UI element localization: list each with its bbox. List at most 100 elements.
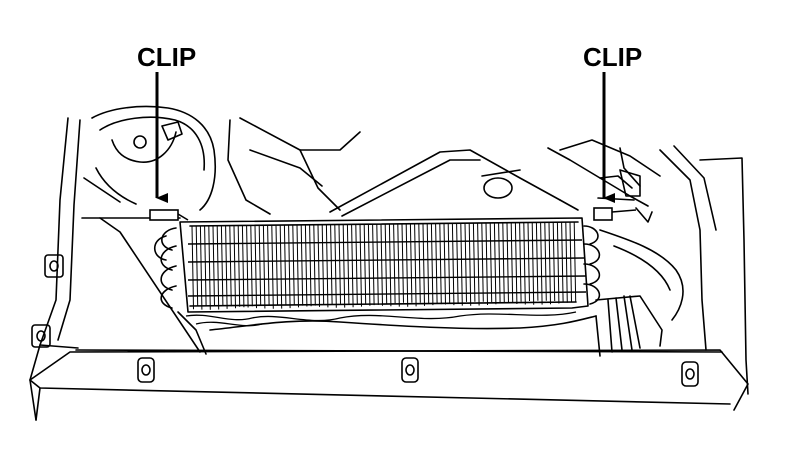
core-tube-rows — [187, 239, 587, 297]
evaporator-fin — [351, 224, 354, 308]
clip-left-part — [149, 209, 189, 221]
evaporator-fin — [451, 223, 455, 306]
evaporator-fin — [540, 222, 543, 305]
evaporator-fin — [548, 222, 551, 305]
evaporator-fin — [460, 223, 463, 306]
front-trim-panel — [29, 349, 749, 421]
right-tube-bends — [583, 225, 601, 305]
evaporator-fin — [493, 222, 497, 305]
evaporator-fin — [216, 225, 220, 310]
evaporator-fin — [388, 223, 392, 307]
evaporator-fin — [430, 223, 434, 306]
evaporator-fin — [330, 224, 333, 305]
evaporator-fin — [456, 223, 459, 303]
evaporator-fin — [510, 222, 514, 303]
evaporator-core — [179, 217, 589, 313]
evaporator-fin — [556, 222, 560, 304]
evaporator-fin — [380, 224, 383, 306]
evaporator-fin — [195, 225, 199, 307]
evaporator-fin — [325, 224, 329, 308]
evaporator-fin — [246, 225, 249, 308]
evaporator-fin — [363, 224, 367, 305]
evaporator-fin — [275, 225, 278, 305]
evaporator-fin — [397, 223, 400, 307]
evaporator-fin — [489, 222, 493, 303]
evaporator-fin — [300, 224, 304, 306]
evaporator-fin — [535, 222, 539, 301]
clip-label-left: CLIP — [137, 42, 197, 72]
evaporator-fin — [447, 223, 451, 304]
evaporator-fin — [569, 222, 572, 303]
evaporator-fin — [573, 222, 577, 302]
evaporator-fin — [321, 224, 325, 305]
evaporator-fin — [414, 223, 417, 307]
evaporator-fin — [544, 222, 547, 301]
evaporator-fin — [485, 222, 488, 306]
evaporator-fin — [338, 224, 341, 304]
evaporator-fin — [477, 223, 480, 306]
evaporator-fin — [359, 224, 362, 307]
evaporator-fin — [204, 225, 207, 306]
evaporator-fin — [225, 225, 228, 309]
evaporator-fin — [346, 224, 350, 304]
evaporator-fin — [401, 223, 404, 303]
evaporator-fin — [405, 223, 409, 307]
evaporator-fin — [506, 222, 509, 304]
evaporator-fin — [409, 223, 413, 303]
evaporator-fin — [296, 224, 299, 308]
blower-housing — [83, 105, 217, 211]
evaporator-fin — [233, 225, 236, 309]
evaporator-fin — [561, 222, 564, 302]
right-housing — [547, 139, 749, 395]
evaporator-fin — [514, 222, 518, 305]
evaporator-fin — [309, 224, 312, 307]
evaporator-fin — [418, 223, 421, 303]
evaporator-fin — [502, 222, 505, 304]
evaporator-fin — [523, 222, 526, 305]
evaporator-fin — [527, 222, 530, 302]
upper-duct-panels — [227, 117, 579, 217]
clip-right-part — [593, 207, 637, 221]
bottom-seal — [185, 311, 577, 327]
evaporator-fin — [426, 223, 430, 304]
evaporator-fin — [304, 224, 308, 307]
evaporator-fin — [313, 224, 316, 306]
evaporator-fin — [292, 224, 295, 306]
evaporator-fin — [552, 222, 556, 302]
evaporator-fin — [258, 225, 262, 306]
evaporator-fin — [279, 225, 283, 309]
evaporator-fin — [393, 223, 396, 304]
evaporator-fin — [439, 223, 442, 305]
evaporator-fin — [435, 223, 438, 304]
left-mounting-tabs — [31, 254, 64, 348]
evaporator-fin — [250, 225, 253, 307]
evaporator-fin — [355, 224, 358, 304]
evaporator-fin — [288, 224, 291, 309]
evaporator-fin — [267, 225, 270, 306]
left-housing-wall — [29, 117, 81, 421]
clip-label-right: CLIP — [583, 42, 643, 72]
evaporator-fins — [191, 222, 577, 310]
evaporator-fin — [372, 224, 375, 306]
evaporator-fin — [241, 225, 245, 308]
evaporator-fin — [565, 222, 568, 303]
evaporator-fin — [254, 225, 257, 309]
clip-arrows — [155, 72, 615, 203]
evaporator-fin — [191, 225, 194, 310]
evaporator-fin — [531, 222, 535, 305]
evaporator-fin — [464, 223, 467, 302]
evaporator-fin — [271, 225, 274, 309]
evaporator-fin — [468, 223, 472, 306]
evaporator-fin — [317, 224, 320, 307]
left-tube-bends — [153, 227, 177, 309]
evaporator-fin — [443, 223, 446, 305]
evaporator-fin — [212, 225, 215, 306]
evaporator-fin — [199, 225, 203, 310]
evaporator-fin — [237, 225, 241, 307]
evaporator-fin — [498, 222, 501, 303]
evaporator-fin — [519, 222, 522, 302]
evaporator-fin — [472, 223, 476, 302]
evaporator-fin — [422, 223, 425, 306]
evaporator-fin — [229, 225, 232, 307]
